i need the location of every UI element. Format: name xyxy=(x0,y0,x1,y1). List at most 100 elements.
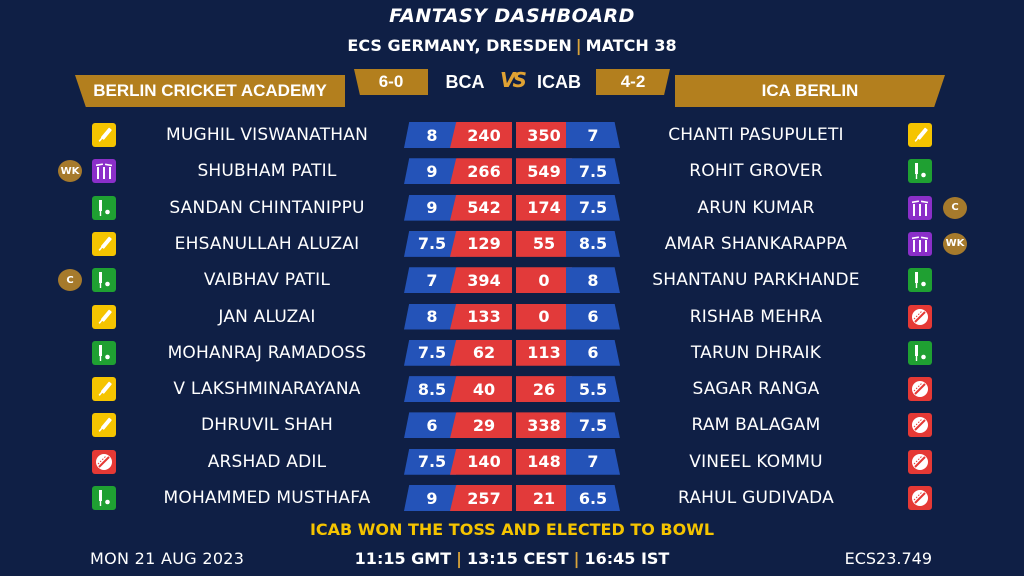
time-gmt: 11:15 GMT xyxy=(354,549,452,568)
left-credit-value: 7.5 xyxy=(417,343,447,363)
left-player-points: 240 xyxy=(450,122,512,148)
venue-label: ECS GERMANY, DRESDEN xyxy=(347,36,572,55)
right-player-credit: 7.5 xyxy=(566,194,620,221)
right-points-value: 338 xyxy=(527,415,561,435)
right-player-credit: 6 xyxy=(566,339,620,366)
left-credit-value: 7.5 xyxy=(417,234,447,254)
right-points-value: 0 xyxy=(538,270,550,290)
match-number-label: MATCH 38 xyxy=(585,36,677,55)
left-player-name: MOHAMMED MUSTHAFA xyxy=(163,488,371,508)
bat-icon xyxy=(92,123,116,147)
left-player-name: DHRUVIL SHAH xyxy=(200,415,334,436)
right-player-name: SHANTANU PARKHANDE xyxy=(652,270,860,291)
right-credit-value: 6 xyxy=(587,307,599,326)
right-player-name: SAGAR RANGA xyxy=(692,379,820,400)
right-credit-value: 7 xyxy=(587,452,599,472)
ball-icon xyxy=(908,377,932,402)
player-row: JAN ALUZAI 8 133 0 6 RISHAB MEHRA xyxy=(0,302,1024,332)
left-player-credit: 8 xyxy=(404,303,456,330)
right-player-credit: 7 xyxy=(566,448,620,475)
captain-badge: C xyxy=(943,196,967,219)
player-row: SANDAN CHINTANIPPU 9 542 174 7.5 ARUN KUMAR C xyxy=(0,193,1024,223)
allrounder-icon xyxy=(92,340,116,365)
right-points-value: 113 xyxy=(527,343,561,363)
left-player-name: VAIBHAV PATIL xyxy=(203,270,331,291)
subtitle-separator: | xyxy=(575,36,582,55)
ball-icon xyxy=(92,449,116,474)
right-player-credit: 8.5 xyxy=(566,230,620,257)
left-points-value: 266 xyxy=(467,161,501,181)
left-player-points: 542 xyxy=(450,194,512,221)
left-credit-value: 9 xyxy=(426,161,438,181)
right-player-name: AMAR SHANKARAPPA xyxy=(664,233,848,254)
right-points-value: 26 xyxy=(532,379,556,399)
match-times: 11:15 GMT | 13:15 CEST | 16:45 IST xyxy=(0,549,1024,568)
right-player-name: VINEEL KOMMU xyxy=(689,451,823,472)
right-player-points: 338 xyxy=(516,412,572,439)
right-player-points: 113 xyxy=(516,339,572,366)
left-credit-value: 8 xyxy=(426,307,438,326)
right-player-credit: 7.5 xyxy=(566,412,620,439)
player-row: C VAIBHAV PATIL 7 394 0 8 SHANTANU PARKHANDE xyxy=(0,265,1024,295)
right-player-credit: 7.5 xyxy=(566,158,620,185)
right-player-credit: 6.5 xyxy=(566,485,620,511)
team-right-record: 4-2 xyxy=(596,69,670,95)
left-player-credit: 7 xyxy=(404,267,456,294)
left-credit-value: 9 xyxy=(426,488,438,508)
right-player-name: CHANTI PASUPULETI xyxy=(668,125,844,145)
bat-icon xyxy=(92,413,116,438)
right-points-value: 174 xyxy=(527,198,561,218)
left-points-value: 40 xyxy=(472,379,496,399)
team-left-banner: BERLIN CRICKET ACADEMY xyxy=(75,75,345,107)
allrounder-icon xyxy=(908,268,932,293)
bat-icon xyxy=(908,123,932,147)
left-player-points: 133 xyxy=(450,303,512,330)
left-player-points: 394 xyxy=(450,267,512,294)
left-player-credit: 7.5 xyxy=(404,339,456,366)
right-credit-value: 8 xyxy=(587,270,599,290)
ball-icon xyxy=(908,486,932,510)
left-player-points: 29 xyxy=(450,412,512,439)
right-player-points: 26 xyxy=(516,376,572,403)
time-separator: | xyxy=(456,549,462,568)
left-player-points: 40 xyxy=(450,376,512,403)
right-player-points: 549 xyxy=(516,158,572,185)
right-credit-value: 6.5 xyxy=(578,488,608,508)
ball-icon xyxy=(908,304,932,329)
right-player-name: ARUN KUMAR xyxy=(697,197,815,218)
team-left-record: 6-0 xyxy=(354,69,428,95)
right-player-points: 0 xyxy=(516,267,572,294)
left-player-credit: 8.5 xyxy=(404,376,456,403)
left-credit-value: 9 xyxy=(426,198,438,218)
page-title: FANTASY DASHBOARD xyxy=(389,5,635,27)
left-player-credit: 9 xyxy=(404,485,456,511)
team-left-abbr: BCA xyxy=(445,72,485,92)
left-points-value: 29 xyxy=(472,415,496,435)
player-row: ARSHAD ADIL 7.5 140 148 7 VINEEL KOMMU xyxy=(0,447,1024,477)
ball-icon xyxy=(908,449,932,474)
left-player-points: 266 xyxy=(450,158,512,185)
right-player-credit: 8 xyxy=(566,267,620,294)
right-player-points: 55 xyxy=(516,230,572,257)
left-player-credit: 7.5 xyxy=(404,230,456,257)
left-player-name: SANDAN CHINTANIPPU xyxy=(169,197,365,218)
right-points-value: 350 xyxy=(527,125,561,145)
left-player-points: 140 xyxy=(450,448,512,475)
player-row: DHRUVIL SHAH 6 29 338 7.5 RAM BALAGAM xyxy=(0,410,1024,440)
right-player-points: 148 xyxy=(516,448,572,475)
right-points-value: 549 xyxy=(527,161,561,181)
left-player-credit: 9 xyxy=(404,158,456,185)
team-right-banner: ICA BERLIN xyxy=(675,75,945,107)
time-cest: 13:15 CEST xyxy=(466,549,569,568)
right-player-name: RAHUL GUDIVADA xyxy=(678,488,834,508)
wicketkeeper-icon xyxy=(92,159,116,184)
left-player-name: MUGHIL VISWANATHAN xyxy=(165,125,369,145)
left-player-name: EHSANULLAH ALUZAI xyxy=(174,233,360,254)
wicketkeeper-icon xyxy=(908,231,932,256)
right-credit-value: 7.5 xyxy=(578,415,608,435)
player-row: EHSANULLAH ALUZAI 7.5 129 55 8.5 AMAR SHANKAR… xyxy=(0,229,1024,259)
wicketkeeper-badge: WK xyxy=(58,160,82,183)
bat-icon xyxy=(92,231,116,256)
left-points-value: 394 xyxy=(467,270,501,290)
allrounder-icon xyxy=(908,340,932,365)
